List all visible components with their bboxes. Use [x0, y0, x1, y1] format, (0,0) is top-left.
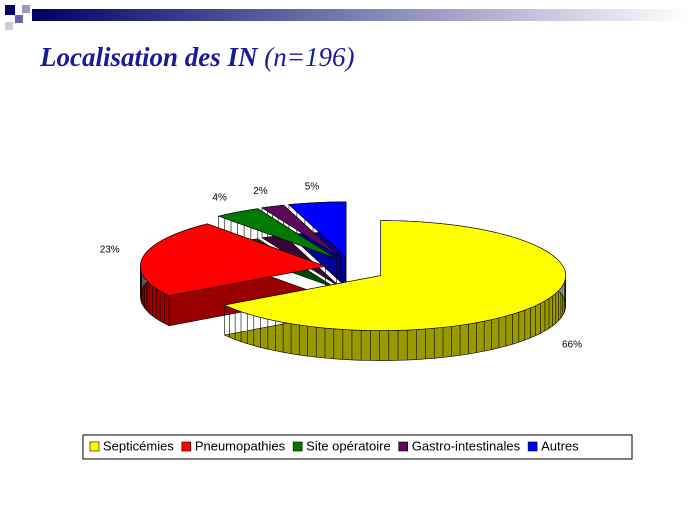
- data-label: 66%: [562, 339, 582, 350]
- legend-swatch: [527, 441, 538, 452]
- title-main: Localisation des IN: [39, 42, 259, 72]
- legend: Septicémies Pneumopathies Site opératoire G…: [89, 438, 579, 453]
- data-label: 5%: [305, 181, 320, 192]
- slice: [288, 201, 347, 258]
- deco: [22, 5, 30, 13]
- title: Localisation des IN (n=196): [39, 42, 354, 72]
- header-bar: [32, 9, 689, 21]
- data-label: 23%: [100, 245, 120, 256]
- pie: 66% 23% 4% 2% 5%: [100, 181, 582, 361]
- legend-label: Pneumopathies: [195, 438, 286, 453]
- legend-label: Site opératoire: [306, 438, 391, 453]
- legend-label: Gastro-intestinales: [412, 438, 521, 453]
- deco: [5, 22, 13, 30]
- slice: [217, 208, 337, 259]
- legend-box: [82, 434, 633, 460]
- slice: [261, 204, 341, 258]
- deco: [5, 5, 15, 15]
- legend-swatch: [181, 441, 192, 452]
- legend-label: Septicémies: [103, 438, 174, 453]
- slice: [140, 223, 327, 297]
- title-note: (n=196): [264, 42, 354, 72]
- data-label: 4%: [212, 192, 227, 203]
- legend-swatch: [89, 441, 100, 452]
- legend-swatch: [398, 441, 409, 452]
- data-label: 2%: [253, 186, 268, 197]
- legend-label: Autres: [541, 438, 579, 453]
- deco: [15, 15, 23, 23]
- legend-swatch: [292, 441, 303, 452]
- slice: [223, 220, 566, 331]
